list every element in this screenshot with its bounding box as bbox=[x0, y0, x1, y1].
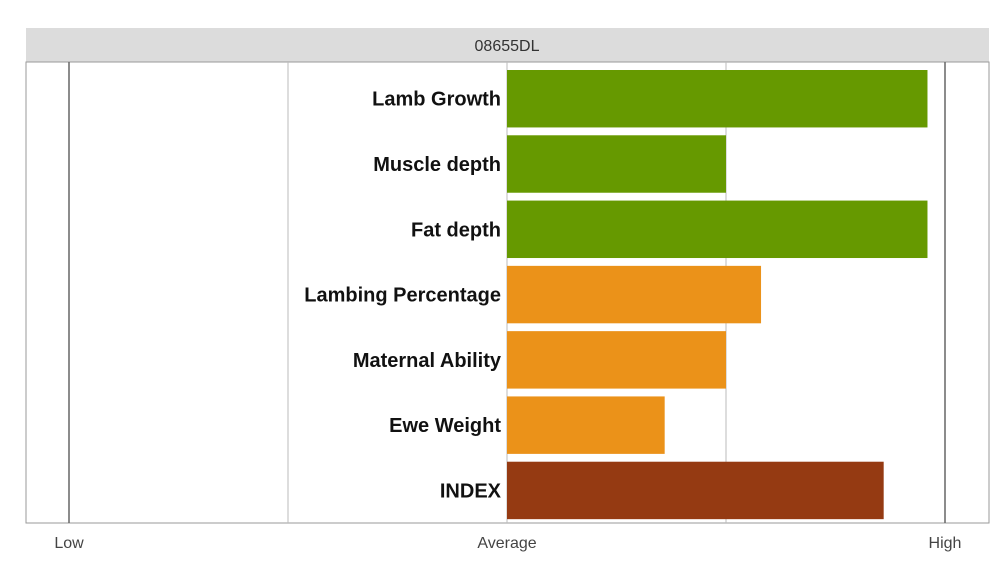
category-label-lambing-percentage: Lambing Percentage bbox=[304, 285, 501, 307]
x-axis-ticks: Low Average High bbox=[54, 535, 961, 552]
category-label-index: INDEX bbox=[440, 480, 502, 502]
category-label-maternal-ability: Maternal Ability bbox=[353, 350, 502, 372]
tick-label-low: Low bbox=[54, 535, 84, 552]
bar-maternal-ability bbox=[507, 331, 726, 389]
bar-lambing-percentage bbox=[507, 265, 762, 324]
bar-index bbox=[507, 461, 884, 520]
bars bbox=[507, 70, 928, 520]
bar-muscle-depth bbox=[507, 135, 726, 193]
category-label-fat-depth: Fat depth bbox=[411, 219, 501, 241]
category-label-lamb-growth: Lamb Growth bbox=[372, 89, 501, 111]
bar-fat-depth bbox=[507, 200, 928, 259]
bar-ewe-weight bbox=[507, 396, 665, 454]
chart-title: 08655DL bbox=[475, 38, 540, 55]
tick-label-average: Average bbox=[477, 535, 536, 552]
tick-label-high: High bbox=[929, 535, 962, 552]
category-labels: Lamb Growth Muscle depth Fat depth Lambing … bbox=[304, 89, 502, 503]
category-label-muscle-depth: Muscle depth bbox=[373, 154, 501, 176]
title-bar bbox=[26, 28, 989, 62]
bar-lamb-growth bbox=[507, 70, 928, 128]
category-label-ewe-weight: Ewe Weight bbox=[389, 415, 501, 437]
